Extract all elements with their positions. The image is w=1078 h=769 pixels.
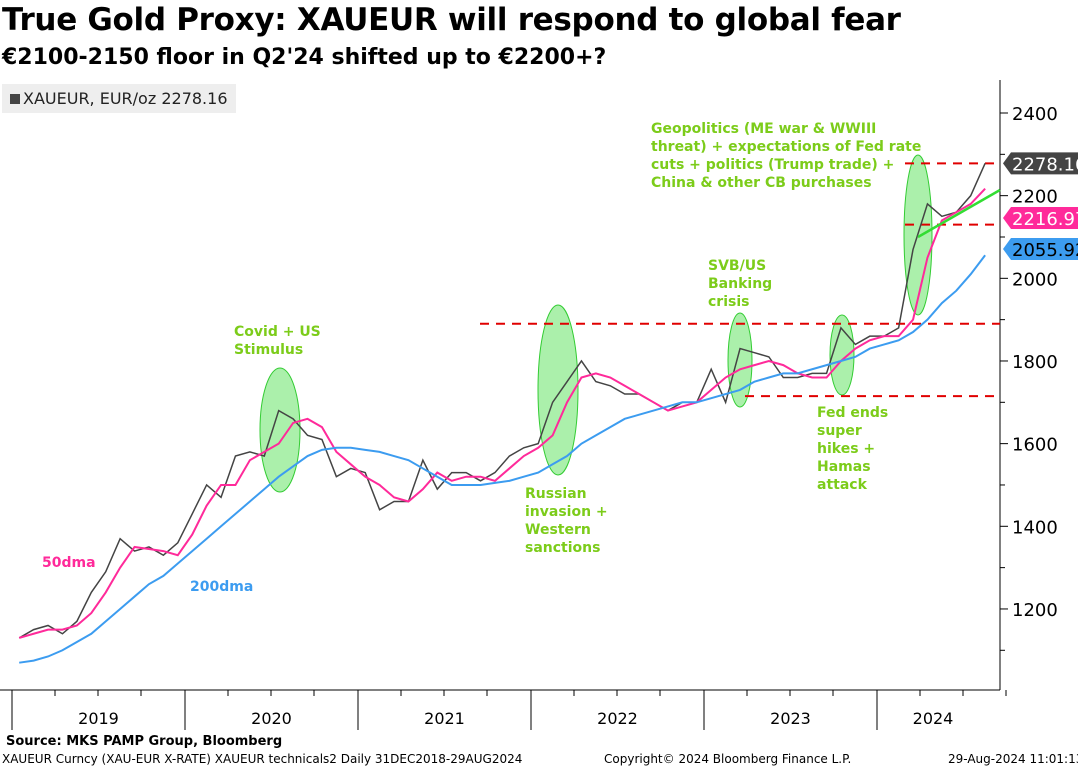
legend-label: XAUEUR, EUR/oz 2278.16 xyxy=(23,89,228,108)
x-tick-label: 2019 xyxy=(78,709,119,728)
label-200dma: 200dma xyxy=(190,579,253,595)
annotation-geopolitics: cuts + politics (Trump trade) + xyxy=(651,157,894,173)
series-line-50dma xyxy=(18,187,986,639)
legend-swatch xyxy=(10,94,20,104)
annotation-fed: Hamas xyxy=(817,459,871,475)
y-tick-label: 1600 xyxy=(1012,435,1058,456)
source: Source: MKS PAMP Group, Bloomberg xyxy=(6,734,283,749)
chart-subtitle: €2100-2150 floor in Q2'24 shifted up to … xyxy=(2,45,607,70)
y-tick-label: 1200 xyxy=(1012,600,1058,621)
annotation-russia: Russian xyxy=(525,486,587,502)
y-tick-label: 2000 xyxy=(1012,269,1058,290)
series-line-XAUEUR xyxy=(18,163,986,639)
y-tick-label: 2200 xyxy=(1012,187,1058,208)
value-tag-label: 2278.16 xyxy=(1012,154,1078,175)
annotation-fed: hikes + xyxy=(817,441,875,457)
value-tag xyxy=(1003,152,1078,175)
value-tag xyxy=(1003,207,1078,229)
y-tick-label: 1800 xyxy=(1012,352,1058,373)
annotation-geopolitics: Geopolitics (ME war & WWIII xyxy=(651,121,876,137)
x-tick-label: 2023 xyxy=(770,709,811,728)
value-tag-label: 2216.97 xyxy=(1012,209,1078,230)
annotation-russia: Western xyxy=(525,522,591,538)
trend-line xyxy=(917,188,1001,239)
highlight-ellipse xyxy=(829,314,855,396)
legend: XAUEUR, EUR/oz 2278.16 xyxy=(2,84,236,113)
annotation-geopolitics: threat) + expectations of Fed rate xyxy=(651,139,921,155)
x-tick-label: 2022 xyxy=(597,709,638,728)
y-tick-label: 1400 xyxy=(1012,517,1058,538)
footer-center: Copyright© 2024 Bloomberg Finance L.P. xyxy=(604,752,852,766)
footer-left: XAUEUR Curncy (XAU-EUR X-RATE) XAUEUR te… xyxy=(2,752,523,766)
x-tick-label: 2021 xyxy=(424,709,465,728)
footer-right: 29-Aug-2024 11:01:13 xyxy=(948,752,1078,766)
highlight-ellipse xyxy=(259,367,301,493)
annotation-russia: sanctions xyxy=(525,540,600,556)
annotation-covid: Covid + US xyxy=(234,324,321,340)
label-50dma: 50dma xyxy=(42,555,96,571)
y-tick-label: 2400 xyxy=(1012,104,1058,125)
value-tag-label: 2055.92 xyxy=(1012,240,1078,261)
annotation-svb: Banking xyxy=(708,276,772,292)
highlight-ellipse xyxy=(727,312,753,408)
chart-title: True Gold Proxy: XAUEUR will respond to … xyxy=(2,2,901,38)
annotation-fed: attack xyxy=(817,477,868,493)
annotation-fed: super xyxy=(817,423,862,439)
x-tick-label: 2024 xyxy=(913,709,954,728)
x-tick-label: 2020 xyxy=(251,709,292,728)
annotation-russia: invasion + xyxy=(525,504,608,520)
series-line-200dma xyxy=(19,254,986,664)
annotation-svb: SVB/US xyxy=(708,258,766,274)
value-tag xyxy=(1003,238,1078,260)
annotation-svb: crisis xyxy=(708,294,749,310)
annotation-geopolitics: China & other CB purchases xyxy=(651,175,872,191)
annotation-fed: Fed ends xyxy=(817,405,888,421)
annotation-covid: Stimulus xyxy=(234,342,303,358)
highlight-ellipse xyxy=(537,304,579,476)
